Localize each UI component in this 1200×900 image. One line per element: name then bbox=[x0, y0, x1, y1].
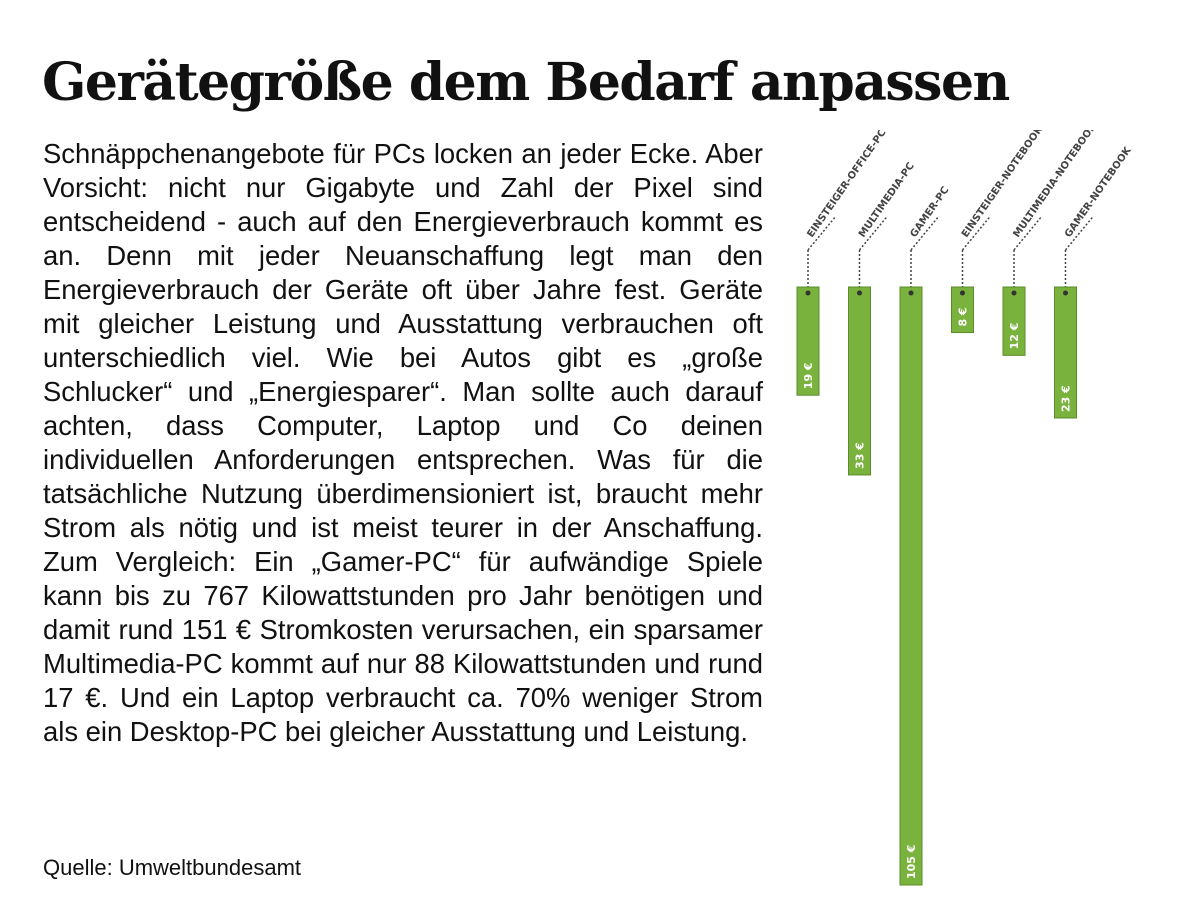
bar bbox=[1002, 286, 1026, 356]
leader-line bbox=[1013, 215, 1043, 251]
bar-dot bbox=[805, 290, 811, 296]
bar-dot bbox=[960, 290, 965, 296]
leader-line bbox=[1064, 215, 1095, 251]
bar-dot bbox=[1011, 290, 1017, 296]
value-label: 33 € bbox=[854, 442, 867, 469]
bar bbox=[848, 286, 871, 476]
value-label: 8 € bbox=[957, 307, 970, 326]
value-label: 23 € bbox=[1060, 385, 1073, 412]
body-paragraph: Schnäppchenangebote für PCs locken an je… bbox=[43, 138, 763, 747]
bar bbox=[899, 286, 923, 886]
leader-line bbox=[858, 215, 889, 251]
category-label: GAMER-PC bbox=[908, 185, 951, 240]
bar bbox=[951, 286, 974, 334]
category-label: MULTIMEDIA-PC bbox=[857, 161, 917, 240]
leader-line bbox=[910, 215, 940, 251]
source-note: Quelle: Umweltbundesamt bbox=[43, 855, 302, 880]
value-label: 19 € bbox=[802, 362, 815, 389]
page-title: Gerätegröße dem Bedarf anpassen bbox=[42, 52, 1010, 113]
value-label: 12 € bbox=[1008, 323, 1021, 350]
bar-dot bbox=[908, 290, 914, 296]
leader-line bbox=[961, 215, 992, 251]
value-label: 105 € bbox=[905, 845, 918, 879]
bar-dot bbox=[857, 290, 862, 296]
leader-line bbox=[807, 215, 837, 251]
bar bbox=[796, 286, 820, 396]
category-label: EINSTEIGER-NOTEBOOK bbox=[960, 130, 1046, 240]
bar-dot bbox=[1063, 290, 1068, 296]
bar bbox=[1054, 286, 1077, 419]
